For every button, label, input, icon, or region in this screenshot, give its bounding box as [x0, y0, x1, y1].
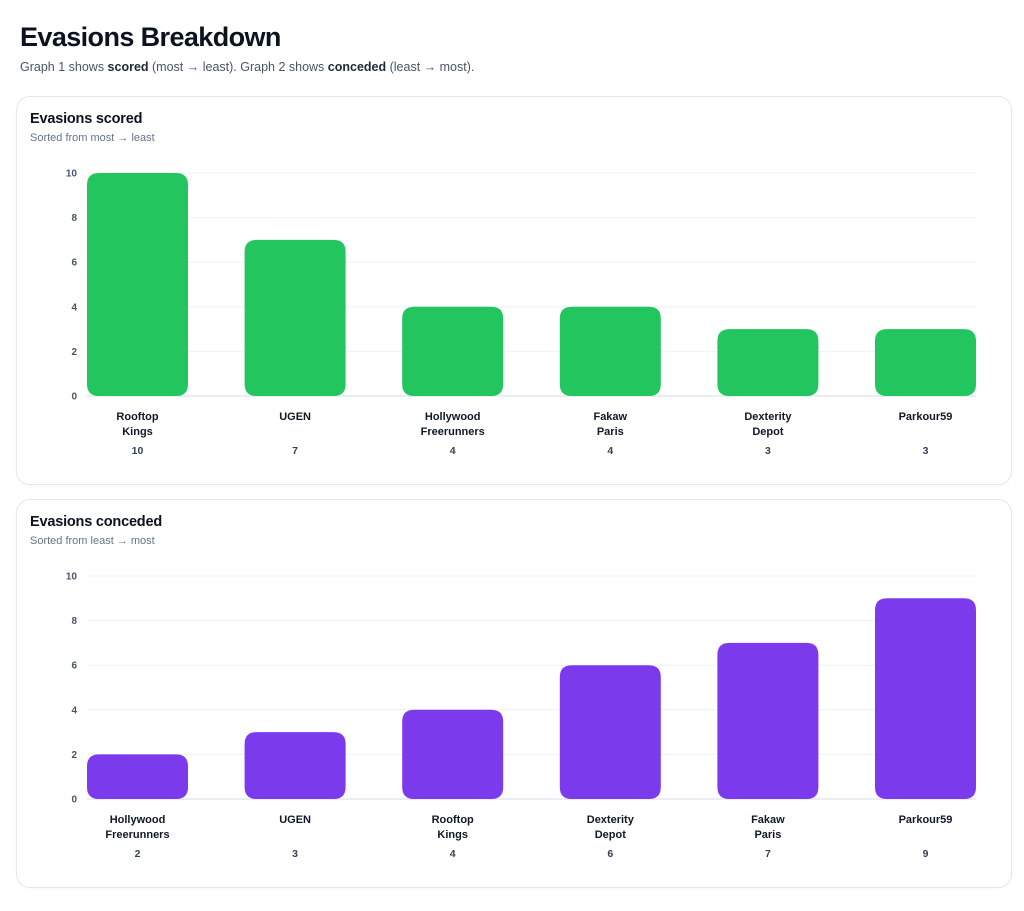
chart-subtitle: Sorted from least → most [30, 535, 155, 547]
category-label: Depot [595, 829, 627, 841]
category-label: Parkour59 [899, 411, 953, 423]
value-label: 4 [450, 848, 456, 860]
bar [875, 598, 976, 799]
subtitle-emphasis: conceded [327, 60, 387, 74]
bar [87, 754, 188, 799]
page-subtitle: Graph 1 shows scored (most → least). Gra… [20, 59, 474, 75]
bar [87, 173, 188, 396]
category-label: Kings [437, 829, 468, 841]
bar [402, 306, 504, 396]
value-label: 3 [923, 445, 929, 457]
bar-chart-scored: 0 2 4 6 8 10 Rooftop Kings 10 UGEN 7 Hollywood Freer… [66, 169, 976, 457]
y-tick-label: 6 [71, 258, 77, 269]
category-label: Hollywood [425, 411, 481, 423]
value-label: 3 [292, 848, 298, 860]
y-tick-label: 10 [66, 169, 78, 180]
category-label: Rooftop [116, 411, 158, 423]
category-label: Fakaw [593, 411, 627, 423]
y-tick-label: 4 [71, 705, 77, 716]
category-label: Kings [122, 426, 153, 438]
category-label: UGEN [279, 411, 311, 423]
page-title: Evasions Breakdown [20, 22, 281, 52]
y-tick-label: 6 [71, 661, 77, 672]
category-label: Depot [752, 426, 784, 438]
y-tick-label: 2 [71, 347, 77, 358]
y-tick-label: 10 [66, 572, 78, 583]
category-label: Freerunners [421, 426, 485, 438]
value-label: 3 [765, 445, 771, 457]
bar [559, 665, 661, 799]
subtitle-text: (most → least). Graph 2 shows [148, 60, 328, 74]
value-label: 4 [450, 445, 456, 457]
value-label: 9 [923, 848, 929, 860]
bar [244, 239, 346, 396]
subtitle-text: Graph 1 shows [20, 60, 108, 74]
bar [717, 642, 819, 799]
chart-card-conceded: Evasions conceded Sorted from least → mo… [16, 499, 1012, 888]
chart-title: Evasions conceded [30, 514, 162, 530]
value-label: 7 [292, 445, 298, 457]
bar [244, 732, 346, 799]
y-tick-label: 8 [71, 616, 77, 627]
category-label: Paris [754, 829, 781, 841]
subtitle-text: (least → most). [386, 60, 475, 74]
bar [402, 709, 504, 799]
value-label: 2 [135, 848, 141, 860]
value-label: 6 [607, 848, 613, 860]
y-tick-label: 2 [71, 750, 77, 761]
subtitle-emphasis: scored [107, 60, 149, 74]
y-tick-label: 8 [71, 213, 77, 224]
category-label: Paris [597, 426, 624, 438]
value-label: 10 [132, 445, 144, 457]
bar [559, 306, 661, 396]
y-tick-label: 0 [71, 795, 77, 806]
category-label: Freerunners [105, 829, 169, 841]
bar-chart-conceded: 0 2 4 6 8 10 Hollywood Freerunners 2 UGEN 3 Rooftop… [66, 572, 976, 860]
chart-card-scored: Evasions scored Sorted from most → least… [16, 96, 1012, 485]
category-label: Dexterity [744, 411, 792, 423]
category-label: Parkour59 [899, 814, 953, 826]
category-label: Dexterity [587, 814, 635, 826]
chart-title: Evasions scored [30, 111, 143, 127]
value-label: 4 [607, 445, 613, 457]
bar [717, 329, 819, 396]
y-tick-label: 0 [71, 392, 77, 403]
chart-subtitle: Sorted from most → least [30, 132, 155, 144]
category-label: UGEN [279, 814, 311, 826]
y-tick-label: 4 [71, 302, 77, 313]
category-label: Hollywood [110, 814, 166, 826]
value-label: 7 [765, 848, 771, 860]
category-label: Fakaw [751, 814, 785, 826]
category-label: Rooftop [432, 814, 474, 826]
bar [875, 329, 976, 396]
